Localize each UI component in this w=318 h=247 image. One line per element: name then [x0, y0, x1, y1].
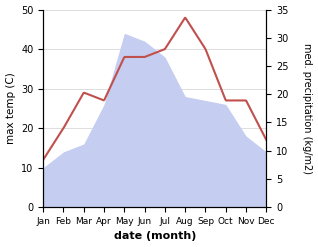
Y-axis label: max temp (C): max temp (C) [5, 72, 16, 144]
X-axis label: date (month): date (month) [114, 231, 196, 242]
Y-axis label: med. precipitation (kg/m2): med. precipitation (kg/m2) [302, 43, 313, 174]
